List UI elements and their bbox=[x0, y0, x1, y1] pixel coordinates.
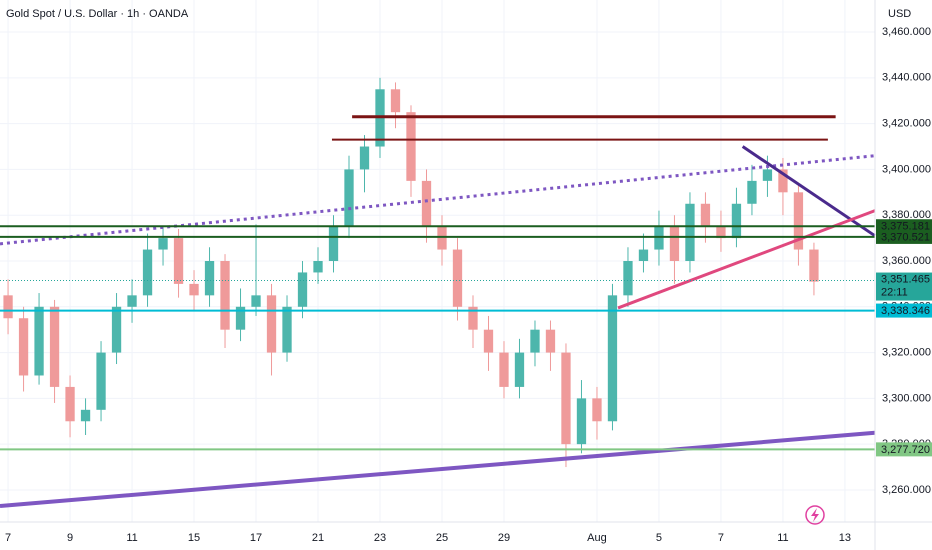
candle-body bbox=[344, 169, 354, 227]
candle-body bbox=[747, 180, 757, 204]
candle-body bbox=[561, 352, 571, 445]
price-label-box bbox=[876, 219, 932, 234]
candle-body bbox=[359, 146, 370, 170]
candle-body bbox=[607, 295, 618, 422]
candle-body bbox=[731, 203, 742, 239]
y-tick-label: 3,420.000 bbox=[882, 118, 931, 130]
candle-body bbox=[204, 261, 215, 296]
candle-body bbox=[809, 249, 819, 282]
candle-body bbox=[716, 226, 726, 239]
candle-body bbox=[266, 295, 277, 353]
price-label-box bbox=[876, 442, 932, 457]
price-label: 3,370.521 bbox=[881, 231, 930, 243]
x-tick-label: 13 bbox=[839, 532, 851, 544]
trend-line bbox=[741, 145, 876, 238]
candle-body bbox=[313, 261, 323, 273]
candle-body bbox=[96, 352, 106, 410]
y-tick-label: 3,380.000 bbox=[882, 209, 931, 221]
candle-body bbox=[390, 89, 401, 113]
candle-body bbox=[80, 409, 91, 422]
candle-body bbox=[700, 203, 711, 227]
candle-body bbox=[220, 261, 230, 330]
candle-body bbox=[49, 306, 60, 387]
candle-body bbox=[3, 295, 13, 319]
axis-labels: 3,260.0003,280.0003,300.0003,320.0003,34… bbox=[5, 26, 932, 544]
candle-body bbox=[111, 306, 122, 353]
chart-title: Gold Spot / U.S. Dollar · 1h · OANDA bbox=[6, 8, 189, 20]
current-price-box bbox=[876, 272, 932, 301]
candle-body bbox=[762, 169, 773, 181]
candle-body bbox=[793, 192, 804, 250]
x-tick-label: Aug bbox=[587, 532, 607, 544]
x-tick-label: 5 bbox=[656, 532, 662, 544]
candle-body bbox=[592, 398, 602, 422]
price-label: 3,375.181 bbox=[881, 221, 930, 233]
x-tick-label: 7 bbox=[718, 532, 724, 544]
candle-body bbox=[437, 226, 447, 250]
candle-body bbox=[251, 295, 261, 307]
candle-body bbox=[468, 306, 478, 330]
y-tick-label: 3,460.000 bbox=[882, 26, 931, 38]
candle-body bbox=[158, 238, 168, 250]
candle-body bbox=[297, 272, 308, 307]
x-tick-label: 23 bbox=[374, 532, 386, 544]
candle-body bbox=[483, 329, 494, 353]
y-tick-label: 3,300.000 bbox=[882, 392, 931, 404]
candle-body bbox=[499, 352, 509, 387]
candle-body bbox=[654, 226, 664, 250]
candle-body bbox=[65, 386, 75, 422]
candle-body bbox=[623, 261, 633, 296]
alert-icon[interactable] bbox=[805, 505, 825, 525]
candle-body bbox=[328, 226, 339, 261]
candle-body bbox=[282, 306, 292, 353]
candle-body bbox=[514, 352, 525, 387]
y-tick-label: 3,400.000 bbox=[882, 163, 931, 175]
y-tick-label: 3,260.000 bbox=[882, 484, 931, 496]
y-tick-label: 3,320.000 bbox=[882, 346, 931, 358]
candle-body bbox=[235, 306, 246, 330]
candle-body bbox=[452, 249, 463, 307]
price-label-box bbox=[876, 229, 932, 244]
candle-body bbox=[406, 112, 416, 181]
candle-body bbox=[189, 283, 199, 296]
candle-body bbox=[127, 295, 137, 307]
candle-body bbox=[530, 329, 540, 353]
current-price-label: 3,351.465 bbox=[881, 273, 930, 285]
candle-body bbox=[34, 306, 44, 376]
countdown: 22:11 bbox=[881, 286, 908, 298]
candle-body bbox=[142, 249, 153, 296]
candle-body bbox=[173, 238, 184, 284]
candle-body bbox=[778, 169, 788, 193]
y-tick-label: 3,360.000 bbox=[882, 255, 931, 267]
y-tick-label: 3,440.000 bbox=[882, 72, 931, 84]
candle-body bbox=[18, 318, 29, 376]
x-tick-label: 17 bbox=[250, 532, 262, 544]
x-tick-label: 29 bbox=[498, 532, 510, 544]
candle-body bbox=[638, 249, 649, 261]
x-tick-label: 9 bbox=[67, 532, 73, 544]
x-tick-label: 21 bbox=[312, 532, 324, 544]
x-tick-label: 11 bbox=[126, 532, 137, 544]
x-tick-label: 25 bbox=[436, 532, 448, 544]
price-label: 3,277.720 bbox=[881, 444, 930, 456]
drawings bbox=[0, 115, 876, 508]
candle-body bbox=[545, 329, 556, 353]
candle-body bbox=[421, 180, 432, 227]
trend-line bbox=[0, 430, 876, 508]
price-label: 3,338.346 bbox=[881, 305, 930, 317]
x-tick-label: 11 bbox=[777, 532, 788, 544]
x-tick-label: 7 bbox=[5, 532, 11, 544]
currency: USD bbox=[888, 8, 911, 20]
candle-body bbox=[576, 398, 587, 445]
candle-body bbox=[669, 226, 680, 261]
x-tick-label: 15 bbox=[188, 532, 200, 544]
candle-body bbox=[685, 203, 695, 261]
price-label-box bbox=[876, 303, 932, 318]
